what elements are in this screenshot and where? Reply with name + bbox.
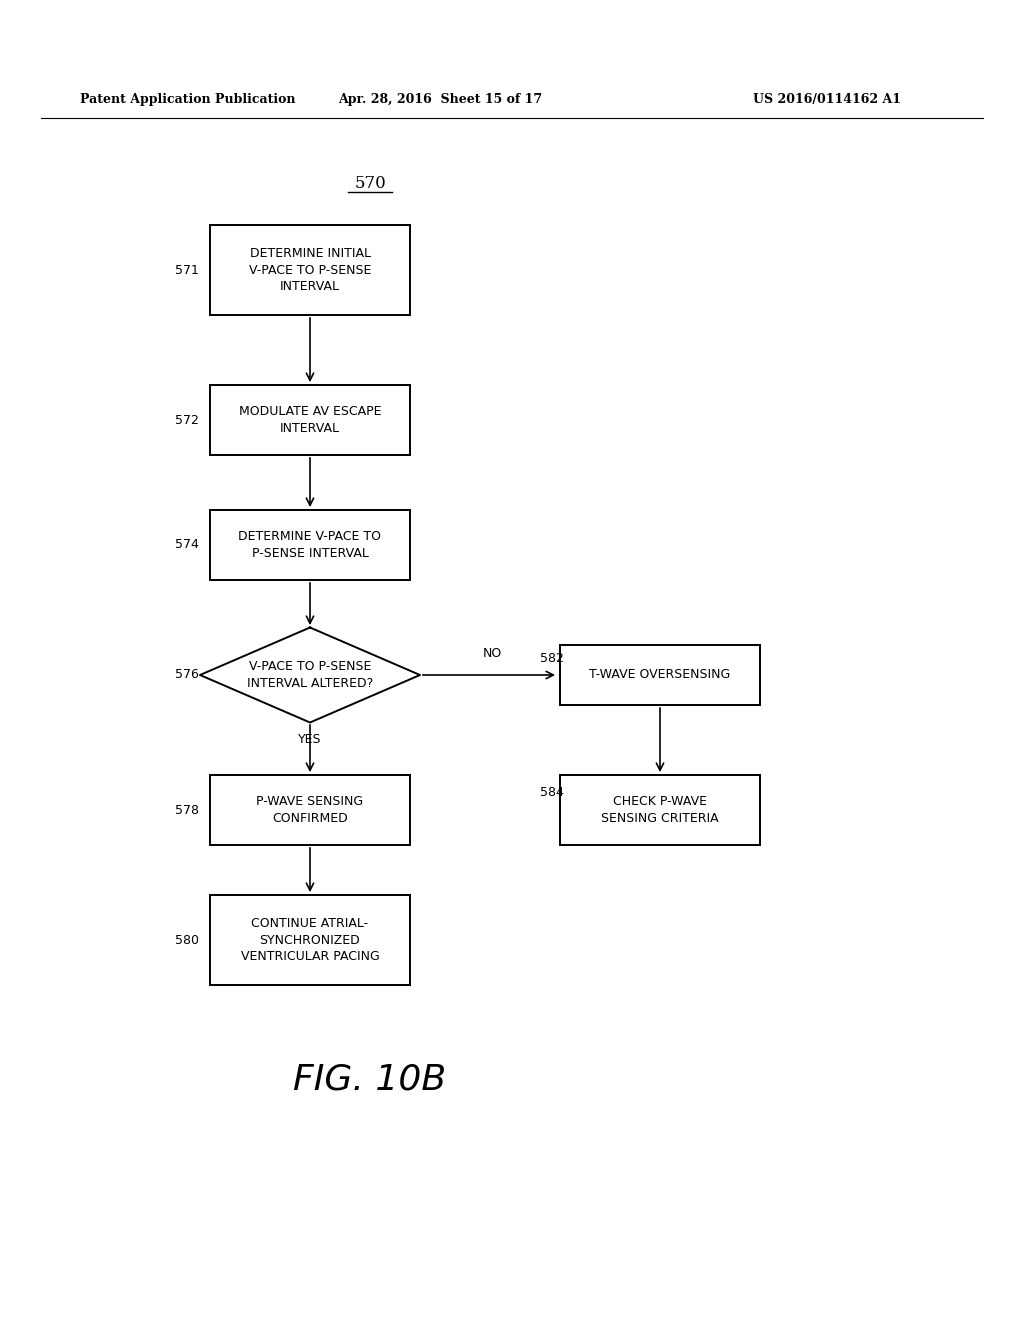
Text: DETERMINE V-PACE TO
P-SENSE INTERVAL: DETERMINE V-PACE TO P-SENSE INTERVAL [239,531,382,560]
FancyBboxPatch shape [210,775,410,845]
FancyBboxPatch shape [210,510,410,579]
Text: 572: 572 [175,413,199,426]
Text: MODULATE AV ESCAPE
INTERVAL: MODULATE AV ESCAPE INTERVAL [239,405,381,434]
Text: 582: 582 [540,652,564,664]
Text: 570: 570 [354,174,386,191]
Text: 576: 576 [175,668,199,681]
Text: CONTINUE ATRIAL-
SYNCHRONIZED
VENTRICULAR PACING: CONTINUE ATRIAL- SYNCHRONIZED VENTRICULA… [241,917,379,964]
Text: 578: 578 [175,804,199,817]
Text: CHECK P-WAVE
SENSING CRITERIA: CHECK P-WAVE SENSING CRITERIA [601,795,719,825]
FancyBboxPatch shape [210,895,410,985]
Text: 574: 574 [175,539,199,552]
Text: Patent Application Publication: Patent Application Publication [80,94,296,107]
Text: 571: 571 [175,264,199,276]
Text: P-WAVE SENSING
CONFIRMED: P-WAVE SENSING CONFIRMED [256,795,364,825]
Text: Apr. 28, 2016  Sheet 15 of 17: Apr. 28, 2016 Sheet 15 of 17 [338,94,543,107]
Text: T-WAVE OVERSENSING: T-WAVE OVERSENSING [590,668,731,681]
Text: V-PACE TO P-SENSE
INTERVAL ALTERED?: V-PACE TO P-SENSE INTERVAL ALTERED? [247,660,373,690]
Text: US 2016/0114162 A1: US 2016/0114162 A1 [753,94,901,107]
Text: 580: 580 [175,933,199,946]
FancyBboxPatch shape [560,645,760,705]
FancyBboxPatch shape [210,385,410,455]
Text: NO: NO [482,647,502,660]
Text: DETERMINE INITIAL
V-PACE TO P-SENSE
INTERVAL: DETERMINE INITIAL V-PACE TO P-SENSE INTE… [249,247,371,293]
Text: YES: YES [298,733,322,746]
FancyBboxPatch shape [560,775,760,845]
FancyBboxPatch shape [210,224,410,315]
Text: FIG. 10B: FIG. 10B [294,1063,446,1097]
Text: 584: 584 [540,787,564,800]
